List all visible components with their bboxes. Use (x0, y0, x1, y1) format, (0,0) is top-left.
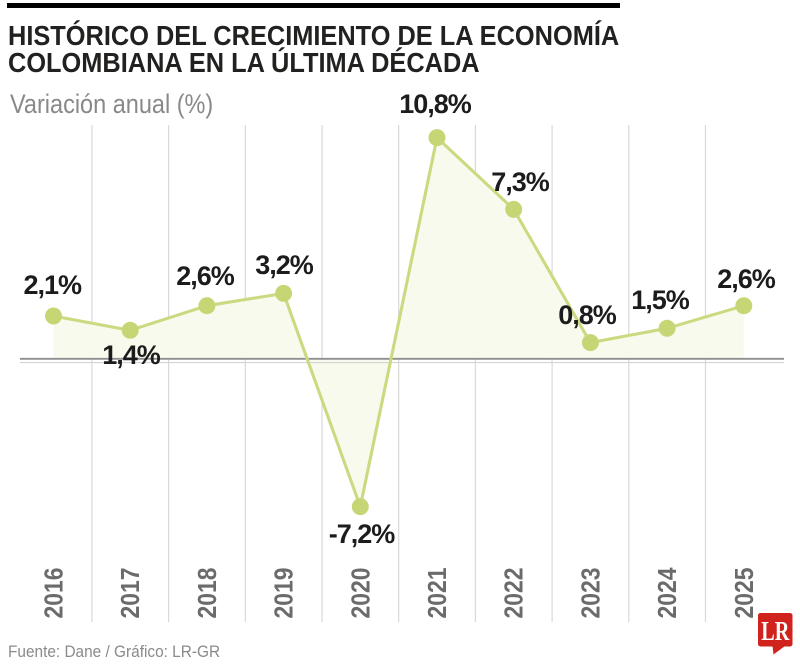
svg-text:2024: 2024 (652, 567, 682, 618)
svg-text:2025: 2025 (729, 568, 759, 619)
svg-text:2019: 2019 (269, 568, 299, 619)
svg-text:2022: 2022 (499, 568, 529, 619)
svg-text:2018: 2018 (192, 568, 222, 619)
svg-text:2017: 2017 (115, 568, 145, 619)
svg-text:2023: 2023 (575, 568, 605, 619)
svg-text:2020: 2020 (345, 568, 375, 619)
svg-text:LR: LR (761, 616, 789, 646)
svg-text:2016: 2016 (39, 568, 69, 619)
svg-text:2021: 2021 (422, 568, 452, 619)
